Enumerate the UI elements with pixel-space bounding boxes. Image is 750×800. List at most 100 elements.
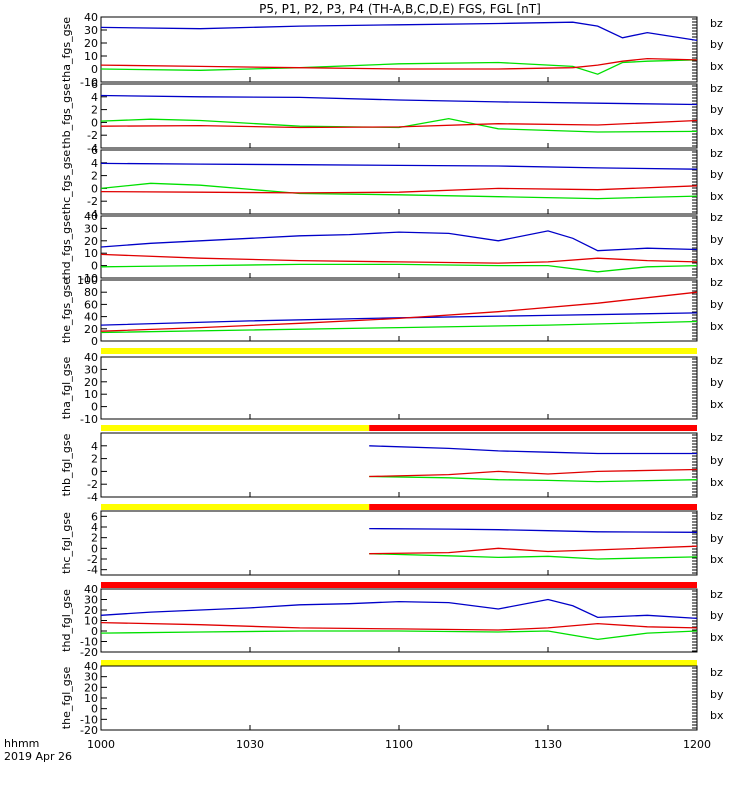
y-tick-label: 40 bbox=[84, 210, 98, 223]
y-tick-label: 0 bbox=[91, 465, 98, 478]
series-by bbox=[100, 630, 698, 641]
y-tick-label: 0 bbox=[91, 401, 98, 414]
legend-by: by bbox=[710, 688, 724, 701]
series-bz bbox=[100, 253, 698, 264]
y-tick-label: -10 bbox=[80, 76, 98, 89]
y-tick-label: 6 bbox=[91, 78, 98, 91]
y-tick-label: -2 bbox=[87, 129, 98, 142]
panel-ylabel: thc_fgs_gse bbox=[60, 150, 73, 215]
y-tick-label: 10 bbox=[84, 247, 98, 260]
status-bar-segment bbox=[101, 425, 370, 431]
panel-frame bbox=[100, 215, 698, 279]
y-tick-label: -4 bbox=[87, 142, 98, 155]
panel-frame bbox=[100, 665, 698, 731]
legend-by: by bbox=[710, 609, 724, 622]
legend-by: by bbox=[710, 38, 724, 51]
legend-bx: bx bbox=[710, 709, 724, 722]
series-bx bbox=[100, 94, 698, 106]
legend-by: by bbox=[710, 298, 724, 311]
panel-ylabel: the_fgl_gse bbox=[60, 667, 73, 730]
panel-frame bbox=[100, 279, 698, 342]
legend-bz: bz bbox=[710, 431, 723, 444]
legend-by: by bbox=[710, 103, 724, 116]
legend-bx: bx bbox=[710, 60, 724, 73]
status-bar-segment bbox=[369, 504, 697, 510]
y-tick-label: 30 bbox=[84, 363, 98, 376]
y-tick-label: 40 bbox=[84, 11, 98, 24]
y-tick-label: 40 bbox=[84, 351, 98, 364]
y-tick-label: -10 bbox=[80, 713, 98, 726]
panel-ylabel: thb_fgl_gse bbox=[60, 433, 73, 496]
y-tick-label: 0 bbox=[91, 260, 98, 273]
x-tick-label: 1200 bbox=[683, 738, 711, 751]
panel-frame bbox=[100, 83, 698, 149]
legend-bz: bz bbox=[710, 510, 723, 523]
series-by bbox=[369, 475, 698, 483]
y-tick-label: 4 bbox=[91, 157, 98, 170]
x-tick-label: 1000 bbox=[87, 738, 115, 751]
legend-bz: bz bbox=[710, 82, 723, 95]
y-tick-label: 40 bbox=[84, 660, 98, 673]
legend-bx: bx bbox=[710, 255, 724, 268]
y-tick-label: 20 bbox=[84, 37, 98, 50]
series-bz bbox=[100, 57, 698, 70]
y-tick-label: 20 bbox=[84, 681, 98, 694]
panel-ylabel: tha_fgl_gse bbox=[60, 357, 73, 420]
panel-frame bbox=[100, 588, 698, 653]
legend-bz: bz bbox=[710, 276, 723, 289]
series-bx bbox=[100, 21, 698, 42]
series-bx bbox=[100, 162, 698, 170]
legend-bz: bz bbox=[710, 211, 723, 224]
legend-bx: bx bbox=[710, 631, 724, 644]
y-tick-label: 0 bbox=[91, 116, 98, 129]
legend-bx: bx bbox=[710, 125, 724, 138]
series-bx bbox=[369, 527, 698, 533]
panel-frame bbox=[100, 16, 698, 83]
y-tick-label: -20 bbox=[80, 646, 98, 659]
legend-bz: bz bbox=[710, 666, 723, 679]
y-tick-label: 0 bbox=[91, 703, 98, 716]
y-tick-label: -2 bbox=[87, 478, 98, 491]
y-tick-label: -10 bbox=[80, 413, 98, 426]
y-tick-label: 20 bbox=[84, 604, 98, 617]
status-bar-segment bbox=[101, 582, 697, 588]
legend-by: by bbox=[710, 233, 724, 246]
panel-frame bbox=[100, 356, 698, 420]
legend-bz: bz bbox=[710, 17, 723, 30]
y-tick-label: -2 bbox=[87, 195, 98, 208]
y-tick-label: 4 bbox=[91, 440, 98, 453]
y-tick-label: 20 bbox=[84, 376, 98, 389]
series-bz bbox=[100, 185, 698, 194]
status-bar-segment bbox=[369, 425, 697, 431]
y-tick-label: 6 bbox=[91, 144, 98, 157]
panel-ylabel: the_fgs_gse bbox=[60, 278, 73, 343]
x-tick-label: 1030 bbox=[236, 738, 264, 751]
y-tick-label: -4 bbox=[87, 564, 98, 577]
series-by bbox=[369, 553, 698, 560]
status-bar-segment bbox=[101, 660, 697, 666]
status-bar-segment bbox=[101, 348, 697, 354]
y-tick-label: -10 bbox=[80, 636, 98, 649]
legend-by: by bbox=[710, 532, 724, 545]
y-tick-label: 40 bbox=[84, 583, 98, 596]
series-bx bbox=[100, 230, 698, 252]
legend-bz: bz bbox=[710, 588, 723, 601]
y-tick-label: 2 bbox=[91, 170, 98, 183]
y-tick-label: 0 bbox=[91, 542, 98, 555]
legend-bx: bx bbox=[710, 398, 724, 411]
y-tick-label: -10 bbox=[80, 272, 98, 285]
legend-bx: bx bbox=[710, 190, 724, 203]
legend-bx: bx bbox=[710, 553, 724, 566]
y-tick-label: 30 bbox=[84, 24, 98, 37]
y-tick-label: 100 bbox=[77, 274, 98, 287]
series-bz bbox=[100, 119, 698, 129]
y-tick-label: 0 bbox=[91, 63, 98, 76]
y-tick-label: -4 bbox=[87, 491, 98, 504]
